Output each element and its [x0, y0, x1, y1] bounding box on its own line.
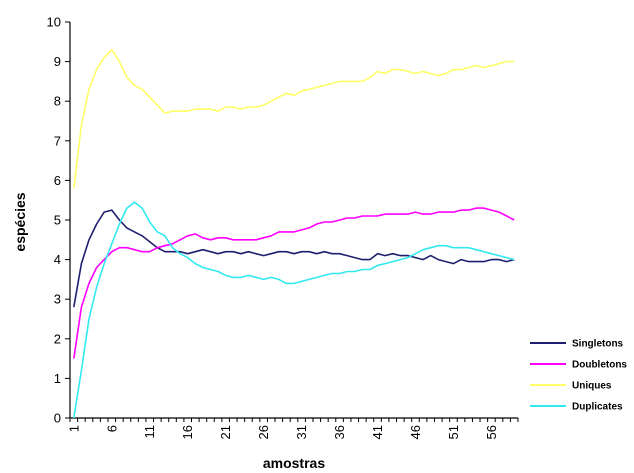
x-tick-label: 41 — [370, 425, 385, 439]
x-tick-label: 21 — [218, 425, 233, 439]
series-line-singletons — [73, 209, 515, 308]
x-tick-label: 31 — [294, 425, 309, 439]
y-tick-label: 3 — [54, 292, 61, 307]
series-lines — [73, 48, 515, 419]
x-tick-label: 16 — [180, 425, 195, 439]
x-axis-title: amostras — [263, 455, 325, 471]
x-tick-label: 46 — [408, 425, 423, 439]
series-line-doubletons — [73, 207, 515, 359]
x-tick-label: 11 — [142, 425, 157, 439]
x-tick-label: 56 — [484, 425, 499, 439]
y-tick-label: 10 — [47, 15, 61, 30]
y-tick-label: 7 — [54, 133, 61, 148]
series-line-uniques — [73, 48, 515, 189]
series-line-duplicates — [73, 201, 515, 419]
legend-label-uniques: Uniques — [572, 381, 612, 392]
y-tick-label: 4 — [54, 252, 61, 267]
x-tick-label: 36 — [332, 425, 347, 439]
x-tick-label: 6 — [104, 425, 119, 432]
legend-label-singletons: Singletons — [572, 339, 624, 350]
y-tick-label: 0 — [54, 411, 61, 426]
x-tick-label: 51 — [446, 425, 461, 439]
axes — [69, 22, 518, 419]
x-axis-ticks: 1 6 11 16 21 26 31 36 41 46 51 56 — [66, 418, 519, 439]
legend-label-doubletons: Doubletons — [572, 360, 627, 371]
y-tick-label: 5 — [54, 213, 61, 228]
y-tick-label: 6 — [54, 173, 61, 188]
y-tick-label: 2 — [54, 331, 61, 346]
x-tick-label: 26 — [256, 425, 271, 439]
x-tick-label: 1 — [66, 425, 81, 432]
y-tick-label: 1 — [54, 371, 61, 386]
y-tick-label: 8 — [54, 94, 61, 109]
legend: Singletons Doubletons Uniques Duplicates — [530, 339, 627, 413]
y-tick-label: 9 — [54, 54, 61, 69]
legend-label-duplicates: Duplicates — [572, 402, 623, 413]
y-axis-ticks: 0 1 2 3 4 5 6 7 8 9 10 — [47, 15, 70, 426]
y-axis-title: espécies — [12, 192, 28, 251]
